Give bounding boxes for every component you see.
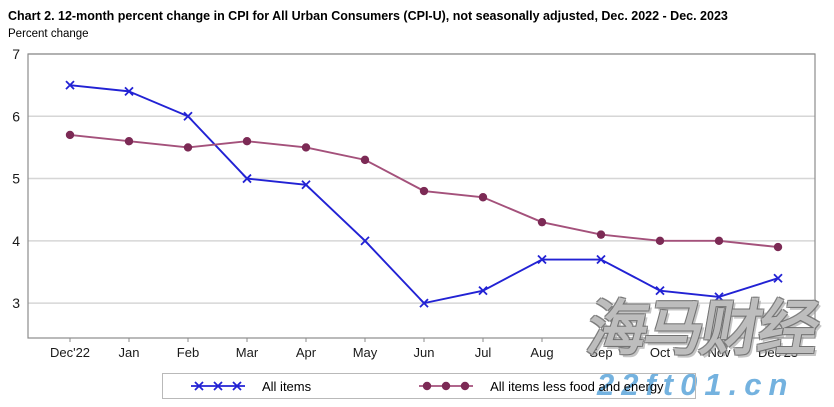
data-point-marker	[65, 130, 75, 140]
plot-border	[27, 53, 816, 339]
data-point-marker	[419, 186, 429, 196]
x-axis-label: Jan	[119, 345, 140, 360]
data-point-marker	[360, 236, 370, 246]
data-point-marker	[714, 292, 724, 302]
x-axis-label: Dec'22	[50, 345, 90, 360]
data-point-marker	[773, 273, 783, 283]
legend-label-all-items: All items	[262, 378, 312, 394]
data-point-marker	[183, 143, 193, 152]
data-point-marker	[124, 136, 134, 146]
x-axis-label: Jul	[475, 345, 492, 360]
x-axis-label: Sep	[589, 345, 612, 360]
data-point-marker	[183, 111, 193, 121]
chart-subtitle: Percent change	[8, 28, 89, 40]
y-tick-label: 6	[12, 108, 20, 124]
x-axis-label: May	[353, 345, 378, 360]
data-point-marker	[441, 381, 451, 391]
y-tick-label: 4	[12, 233, 20, 249]
x-axis-label: Mar	[236, 345, 259, 360]
x-axis-label: Feb	[177, 345, 199, 360]
data-point-marker	[301, 143, 311, 152]
legend-item-all-items: All items	[189, 379, 311, 394]
data-point-marker	[65, 80, 75, 90]
x-axis-label: Dec'23	[758, 345, 798, 360]
data-point-marker	[194, 381, 204, 391]
data-point-marker	[596, 230, 606, 239]
data-point-marker	[537, 254, 547, 265]
data-point-marker	[213, 381, 223, 391]
data-point-marker	[232, 381, 242, 391]
y-tick-label: 7	[12, 46, 20, 62]
x-axis-label: Nov	[707, 345, 731, 360]
chart-legend: All items All items less food and energy	[162, 373, 696, 399]
watermark-domain-text: 22ft01.cn	[597, 367, 795, 402]
data-point-marker	[460, 381, 470, 391]
data-point-marker	[655, 236, 665, 246]
data-point-marker	[419, 298, 429, 308]
y-tick-label: 3	[12, 295, 20, 311]
data-point-marker	[537, 217, 547, 227]
data-point-marker	[301, 180, 311, 190]
data-point-marker	[596, 254, 606, 265]
watermark-cjk-text: 海马财经	[582, 295, 822, 362]
data-point-marker	[242, 173, 252, 184]
chart-title: Chart 2. 12-month percent change in CPI …	[8, 9, 728, 23]
data-point-marker	[773, 242, 783, 252]
legend-item-core: All items less food and energy	[417, 378, 664, 394]
line-x-marker-icon	[191, 381, 245, 391]
line-dot-marker-icon	[419, 381, 474, 391]
data-point-marker	[360, 155, 370, 165]
data-point-marker	[478, 286, 488, 296]
x-axis-label: Jun	[414, 345, 435, 360]
data-point-marker	[422, 381, 432, 391]
data-point-marker	[655, 286, 665, 296]
x-axis-label: Apr	[296, 345, 317, 360]
data-point-marker	[714, 236, 724, 246]
data-point-marker	[242, 136, 252, 146]
y-tick-label: 5	[12, 171, 20, 187]
data-point-marker	[478, 193, 488, 202]
x-axis-label: Oct	[650, 345, 671, 360]
legend-label-core: All items less food and energy	[490, 378, 664, 394]
x-axis-label: Aug	[530, 345, 553, 360]
data-point-marker	[124, 86, 134, 97]
